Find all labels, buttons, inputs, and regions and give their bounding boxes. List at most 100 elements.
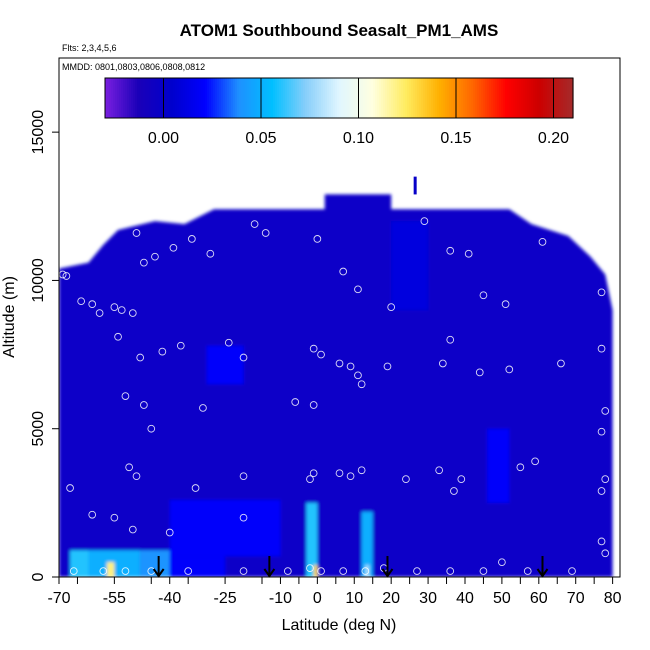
sample-point <box>413 567 421 575</box>
sample-point <box>531 457 539 466</box>
colorbar-segment <box>225 78 228 118</box>
sample-point <box>479 291 488 300</box>
colorbar-segment <box>545 78 548 118</box>
x-tick-label: 30 <box>419 590 437 607</box>
sample-point <box>438 359 447 368</box>
colorbar-segment <box>281 78 284 118</box>
colorbar-segment <box>263 78 266 118</box>
colorbar-segment <box>525 78 528 118</box>
colorbar-segment <box>479 78 482 118</box>
colorbar-segment <box>505 78 508 118</box>
colorbar-segment <box>367 78 370 118</box>
colorbar-segment <box>489 78 492 118</box>
sample-point <box>357 466 366 475</box>
colorbar-segment <box>117 78 120 118</box>
colorbar-segment <box>185 78 188 118</box>
x-tick-label: 40 <box>456 590 474 607</box>
colorbar-segment <box>209 78 212 118</box>
colorbar-segment <box>305 78 308 118</box>
sample-point <box>446 335 455 344</box>
sample-point <box>125 463 133 472</box>
colorbar-segment <box>535 78 538 118</box>
colorbar-segment <box>369 78 372 118</box>
colorbar-segment <box>483 78 486 118</box>
colorbar-segment <box>461 78 464 118</box>
heatmap-cell <box>140 550 170 577</box>
colorbar-segment <box>189 78 192 118</box>
sample-point <box>446 246 455 255</box>
heatmap-cell <box>361 511 373 577</box>
colorbar-segment <box>151 78 154 118</box>
sample-point <box>121 392 130 400</box>
sample-point <box>597 288 606 297</box>
sample-point <box>309 469 318 478</box>
colorbar-segment <box>463 78 466 118</box>
colorbar-segment <box>453 78 456 118</box>
colorbar-segment <box>515 78 518 118</box>
colorbar-segment <box>327 78 330 118</box>
heatmap-cell <box>365 565 370 577</box>
sample-point <box>239 567 248 575</box>
sample-point <box>132 472 141 481</box>
sample-points <box>59 217 610 575</box>
colorbar-segment <box>317 78 320 118</box>
colorbar-segment <box>465 78 468 118</box>
x-tick-label: -70 <box>47 590 70 607</box>
colorbar-segment <box>307 78 310 118</box>
colorbar-segment <box>563 78 566 118</box>
colorbar-segment <box>417 78 420 118</box>
colorbar-segment <box>205 78 208 118</box>
colorbar-segment <box>401 78 404 118</box>
sample-point <box>346 362 355 371</box>
colorbar-segment <box>427 78 430 118</box>
sample-point <box>110 303 119 311</box>
sample-point <box>557 359 565 368</box>
sample-point <box>140 401 148 409</box>
flight-arrow <box>536 556 549 578</box>
colorbar-segment <box>105 78 108 118</box>
sample-point <box>435 466 444 475</box>
sample-point <box>354 371 362 380</box>
sample-point <box>457 475 466 483</box>
colorbar-segment <box>373 78 376 118</box>
sample-point <box>450 487 458 495</box>
colorbar-segment <box>301 78 304 118</box>
sample-point <box>306 564 314 572</box>
colorbar-segment <box>175 78 178 118</box>
sample-point <box>136 353 145 362</box>
sample-point <box>505 365 514 374</box>
colorbar-segment <box>265 78 268 118</box>
colorbar-segment <box>419 78 422 118</box>
colorbar-segment <box>371 78 374 118</box>
heatmap-cell <box>169 556 226 577</box>
colorbar-segment <box>571 78 574 118</box>
colorbar-segment <box>353 78 356 118</box>
colorbar-segment <box>207 78 210 118</box>
colorbar-segment <box>173 78 176 118</box>
colorbar-segment <box>141 78 144 118</box>
sample-point <box>523 567 532 575</box>
colorbar-segment <box>195 78 198 118</box>
colorbar-segment <box>383 78 386 118</box>
x-tick-label: 60 <box>530 590 548 607</box>
colorbar-segment <box>513 78 516 118</box>
x-tick-label: -10 <box>269 590 292 607</box>
colorbar-segment <box>487 78 490 118</box>
colorbar-segment <box>361 78 364 118</box>
colorbar-segment <box>287 78 290 118</box>
heatmap-cell <box>313 565 318 577</box>
sample-point <box>387 303 396 311</box>
colorbar-segment <box>541 78 544 118</box>
colorbar-segment <box>447 78 450 118</box>
colorbar-segment <box>345 78 348 118</box>
x-axis-label: Latitude (deg N) <box>282 617 397 634</box>
colorbar-segment <box>391 78 394 118</box>
colorbar-segment <box>169 78 172 118</box>
colorbar-segment <box>245 78 248 118</box>
flight-arrow <box>381 556 394 578</box>
colorbar-segment <box>557 78 560 118</box>
colorbar-segment <box>321 78 324 118</box>
sample-point <box>283 567 292 575</box>
sample-point <box>516 463 525 472</box>
colorbar-segment <box>277 78 280 118</box>
